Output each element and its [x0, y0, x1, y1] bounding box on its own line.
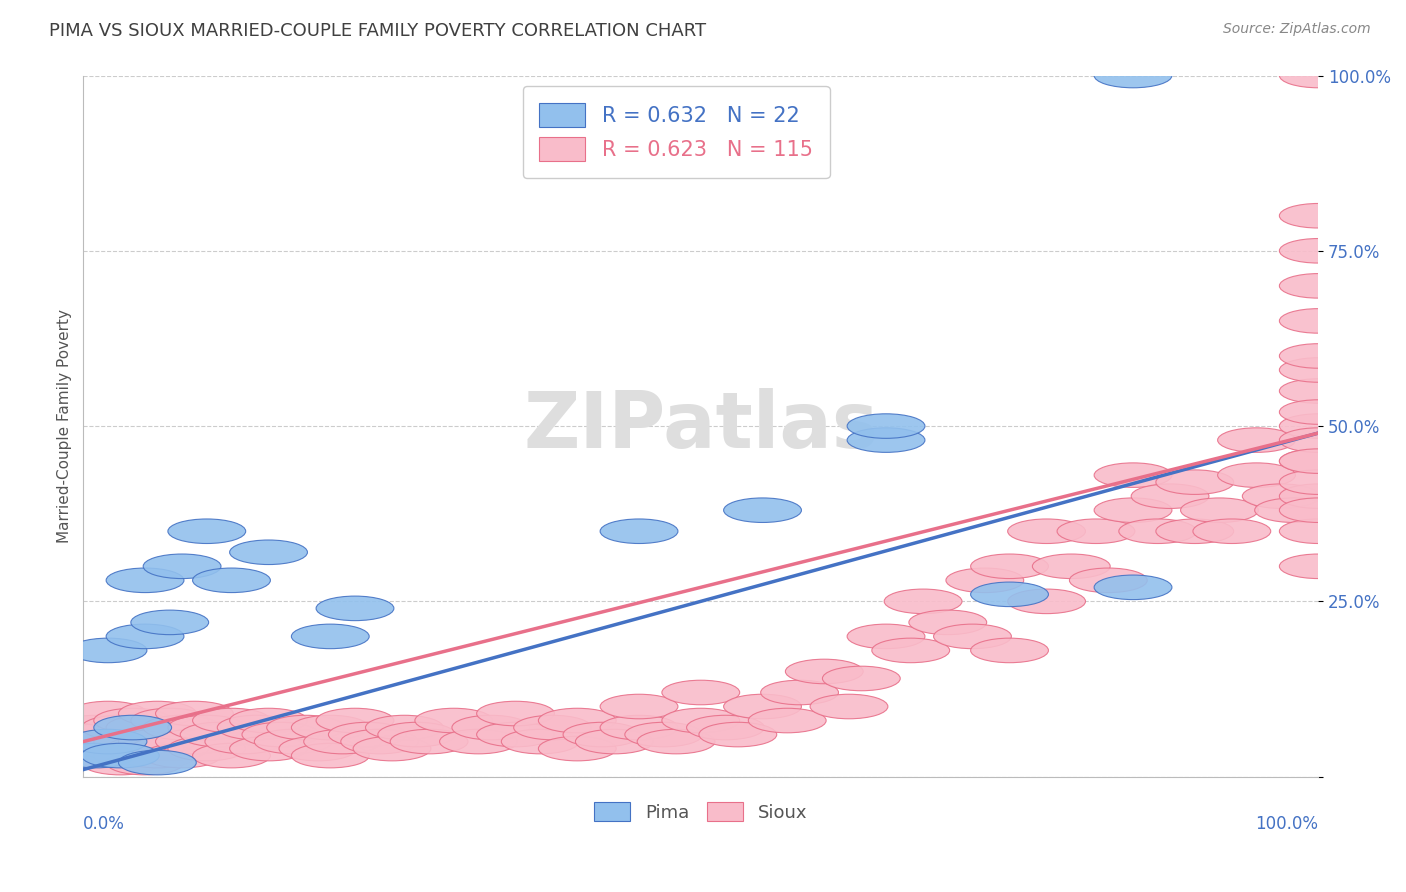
- Text: 0.0%: 0.0%: [83, 815, 125, 833]
- Legend: R = 0.632   N = 22, R = 0.623   N = 115: R = 0.632 N = 22, R = 0.623 N = 115: [523, 86, 830, 178]
- Text: PIMA VS SIOUX MARRIED-COUPLE FAMILY POVERTY CORRELATION CHART: PIMA VS SIOUX MARRIED-COUPLE FAMILY POVE…: [49, 22, 706, 40]
- Text: ZIPatlas: ZIPatlas: [523, 388, 879, 464]
- Text: 100.0%: 100.0%: [1256, 815, 1319, 833]
- Y-axis label: Married-Couple Family Poverty: Married-Couple Family Poverty: [58, 309, 72, 543]
- Text: Source: ZipAtlas.com: Source: ZipAtlas.com: [1223, 22, 1371, 37]
